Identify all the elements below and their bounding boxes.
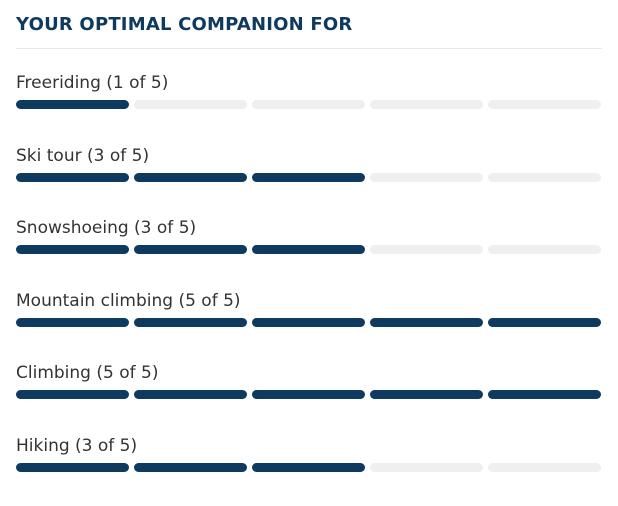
rating-label: Mountain climbing (5 of 5) <box>16 289 602 313</box>
rating-segment-filled <box>488 390 601 399</box>
rating-segment-filled <box>252 245 365 254</box>
rating-segment-filled <box>370 390 483 399</box>
rating-bar <box>16 245 601 254</box>
rating-row-hiking: Hiking (3 of 5) <box>16 434 602 506</box>
rating-segment-empty <box>370 173 483 182</box>
rating-segment-empty <box>488 100 601 109</box>
rating-segment-filled <box>252 390 365 399</box>
rating-segment-filled <box>134 318 247 327</box>
rating-segment-filled <box>16 390 129 399</box>
rating-row-freeriding: Freeriding (1 of 5) <box>16 71 602 144</box>
rating-segment-filled <box>16 245 129 254</box>
rating-bar <box>16 173 601 182</box>
rating-segment-filled <box>134 463 247 472</box>
rating-segment-filled <box>134 390 247 399</box>
rating-label: Hiking (3 of 5) <box>16 434 602 458</box>
rating-segment-filled <box>252 173 365 182</box>
rating-bar <box>16 463 601 472</box>
rating-row-mountain-climbing: Mountain climbing (5 of 5) <box>16 289 602 362</box>
rating-segment-filled <box>488 318 601 327</box>
rating-segment-filled <box>252 463 365 472</box>
rating-bar <box>16 318 601 327</box>
rating-label: Climbing (5 of 5) <box>16 361 602 385</box>
rating-segment-filled <box>16 100 129 109</box>
section-heading: YOUR OPTIMAL COMPANION FOR <box>16 12 602 49</box>
ratings-list: Freeriding (1 of 5) Ski tour (3 of 5) Sn… <box>16 71 602 506</box>
rating-segment-empty <box>370 245 483 254</box>
rating-row-ski-tour: Ski tour (3 of 5) <box>16 144 602 217</box>
rating-segment-filled <box>16 318 129 327</box>
rating-label: Ski tour (3 of 5) <box>16 144 602 168</box>
rating-segment-empty <box>488 245 601 254</box>
rating-label: Snowshoeing (3 of 5) <box>16 216 602 240</box>
rating-row-climbing: Climbing (5 of 5) <box>16 361 602 434</box>
rating-segment-filled <box>370 318 483 327</box>
rating-segment-empty <box>370 100 483 109</box>
rating-segment-filled <box>134 245 247 254</box>
rating-segment-empty <box>370 463 483 472</box>
rating-bar <box>16 390 601 399</box>
rating-segment-filled <box>16 463 129 472</box>
rating-segment-filled <box>134 173 247 182</box>
rating-segment-empty <box>488 463 601 472</box>
rating-segment-filled <box>16 173 129 182</box>
rating-segment-empty <box>488 173 601 182</box>
rating-segment-empty <box>134 100 247 109</box>
rating-bar <box>16 100 601 109</box>
rating-row-snowshoeing: Snowshoeing (3 of 5) <box>16 216 602 289</box>
rating-segment-filled <box>252 318 365 327</box>
rating-label: Freeriding (1 of 5) <box>16 71 602 95</box>
rating-segment-empty <box>252 100 365 109</box>
